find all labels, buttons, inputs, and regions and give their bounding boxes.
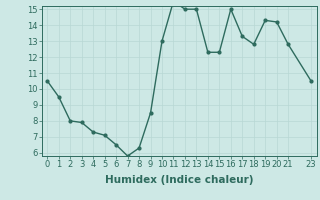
- X-axis label: Humidex (Indice chaleur): Humidex (Indice chaleur): [105, 175, 253, 185]
